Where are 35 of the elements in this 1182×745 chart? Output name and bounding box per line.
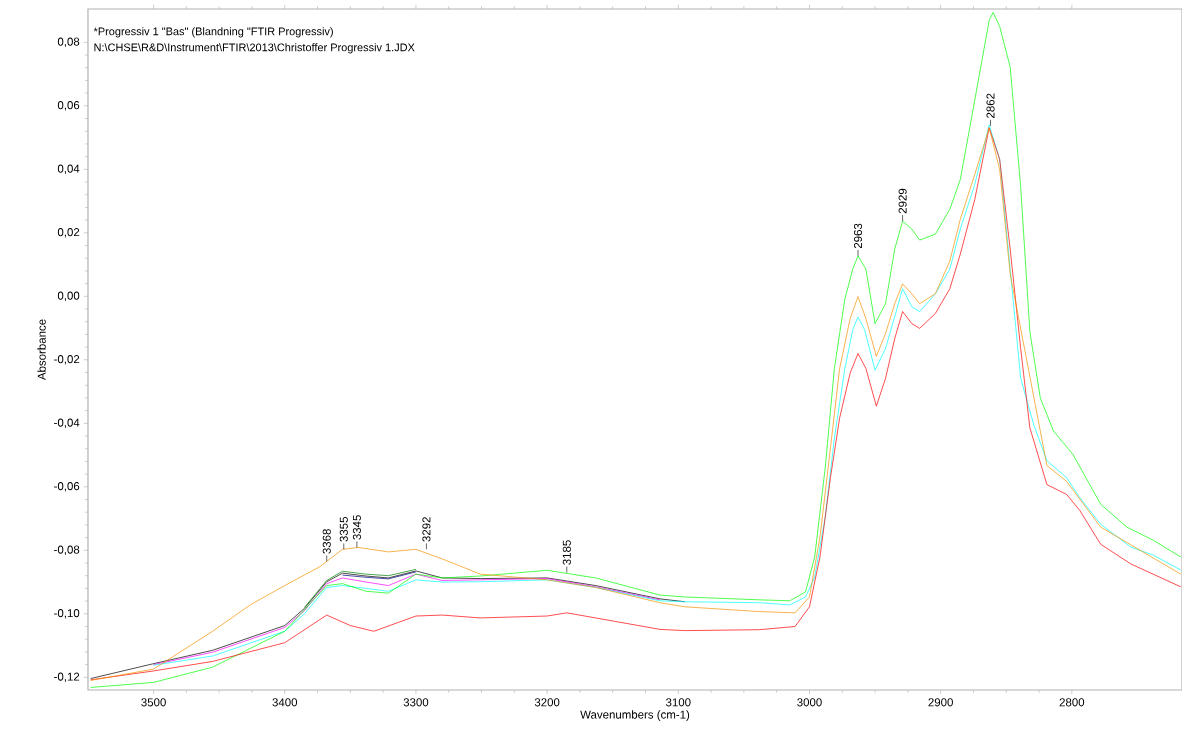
y-tick-label: -0,12 xyxy=(54,672,80,683)
y-tick-label: 0,02 xyxy=(57,228,80,238)
y-tick-label: 0,06 xyxy=(57,101,80,111)
line-series xyxy=(153,573,661,665)
x-tick-label: 3100 xyxy=(665,698,691,707)
annotation: 3345 xyxy=(352,515,361,540)
line-series xyxy=(304,569,417,608)
y-tick-label: -0,10 xyxy=(54,609,80,619)
line-series xyxy=(342,571,417,580)
annotation: 3355 xyxy=(339,517,348,542)
y-tick-label: 0,04 xyxy=(57,164,80,175)
x-tick-label: 3300 xyxy=(403,698,429,707)
x-tick-label: 3200 xyxy=(534,698,560,707)
y-tick-label: 0,08 xyxy=(57,37,80,48)
x-tick-label: 3500 xyxy=(141,698,166,707)
annotation: 3368 xyxy=(322,529,331,554)
y-tick-label: -0,08 xyxy=(54,545,80,556)
x-tick-label: 2800 xyxy=(1059,698,1085,707)
annotation: 2862 xyxy=(986,93,995,118)
y-tick-label: -0,06 xyxy=(54,482,80,492)
y-axis-title: Absorbance xyxy=(37,319,46,381)
x-tick-label: 3000 xyxy=(797,698,822,707)
annotation: 2929 xyxy=(898,188,907,214)
x-axis-title: Wavenumbers (cm-1) xyxy=(580,710,690,721)
x-tick-label: 3400 xyxy=(272,698,298,707)
annotation: 2963 xyxy=(853,223,863,249)
y-tick-label: -0,04 xyxy=(54,418,80,429)
line-series xyxy=(90,12,1182,688)
annotation: 3292 xyxy=(422,517,431,542)
y-tick-label: 0,00 xyxy=(57,291,80,302)
y-tick-label: -0,02 xyxy=(54,355,80,365)
annotation: N:\CHSE\R&D\Instrument\FTIR\2013\Christoffer Progressiv 1.JDX xyxy=(94,43,415,54)
annotation: *Progressiv 1 "Bas" (Blandning "FTIR Progressiv) xyxy=(93,27,333,38)
x-tick-label: 2900 xyxy=(928,698,953,707)
annotation: 3185 xyxy=(562,540,571,565)
